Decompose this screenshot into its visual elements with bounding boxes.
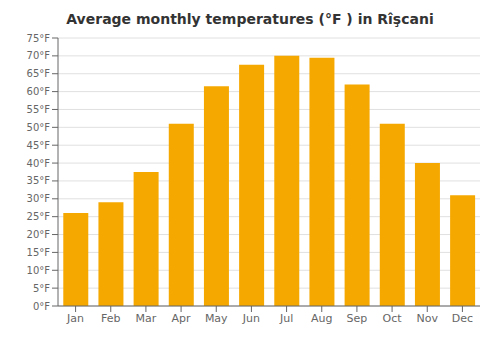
svg-text:Mar: Mar <box>136 312 157 325</box>
svg-text:May: May <box>205 312 228 325</box>
svg-text:30°F: 30°F <box>27 193 51 204</box>
svg-text:45°F: 45°F <box>27 140 51 151</box>
svg-text:Jun: Jun <box>242 312 260 325</box>
svg-text:Sep: Sep <box>347 312 368 325</box>
svg-text:40°F: 40°F <box>27 158 51 169</box>
svg-text:Oct: Oct <box>383 312 403 325</box>
svg-text:0°F: 0°F <box>33 301 50 312</box>
svg-text:20°F: 20°F <box>27 229 51 240</box>
svg-text:55°F: 55°F <box>27 104 51 115</box>
svg-text:Jan: Jan <box>66 312 84 325</box>
svg-text:Aug: Aug <box>311 312 332 325</box>
html-text:Average monthly temperatures (: Average monthly temperatures (°F ) in Rî… <box>66 11 434 27</box>
svg-text:50°F: 50°F <box>27 122 51 133</box>
svg-text:Dec: Dec <box>452 312 473 325</box>
svg-text:60°F: 60°F <box>27 86 51 97</box>
svg-text:70°F: 70°F <box>27 50 51 61</box>
svg-text:10°F: 10°F <box>27 265 51 276</box>
svg-text:25°F: 25°F <box>27 211 51 222</box>
svg-text:15°F: 15°F <box>27 247 51 258</box>
svg-text:5°F: 5°F <box>33 283 50 294</box>
svg-text:35°F: 35°F <box>27 175 51 186</box>
svg-text:Apr: Apr <box>172 312 192 325</box>
svg-text:75°F: 75°F <box>27 33 51 44</box>
svg-text:Nov: Nov <box>417 312 439 325</box>
svg-text:Jul: Jul <box>279 312 293 325</box>
svg-text:Feb: Feb <box>101 312 120 325</box>
svg-text:65°F: 65°F <box>27 68 51 79</box>
